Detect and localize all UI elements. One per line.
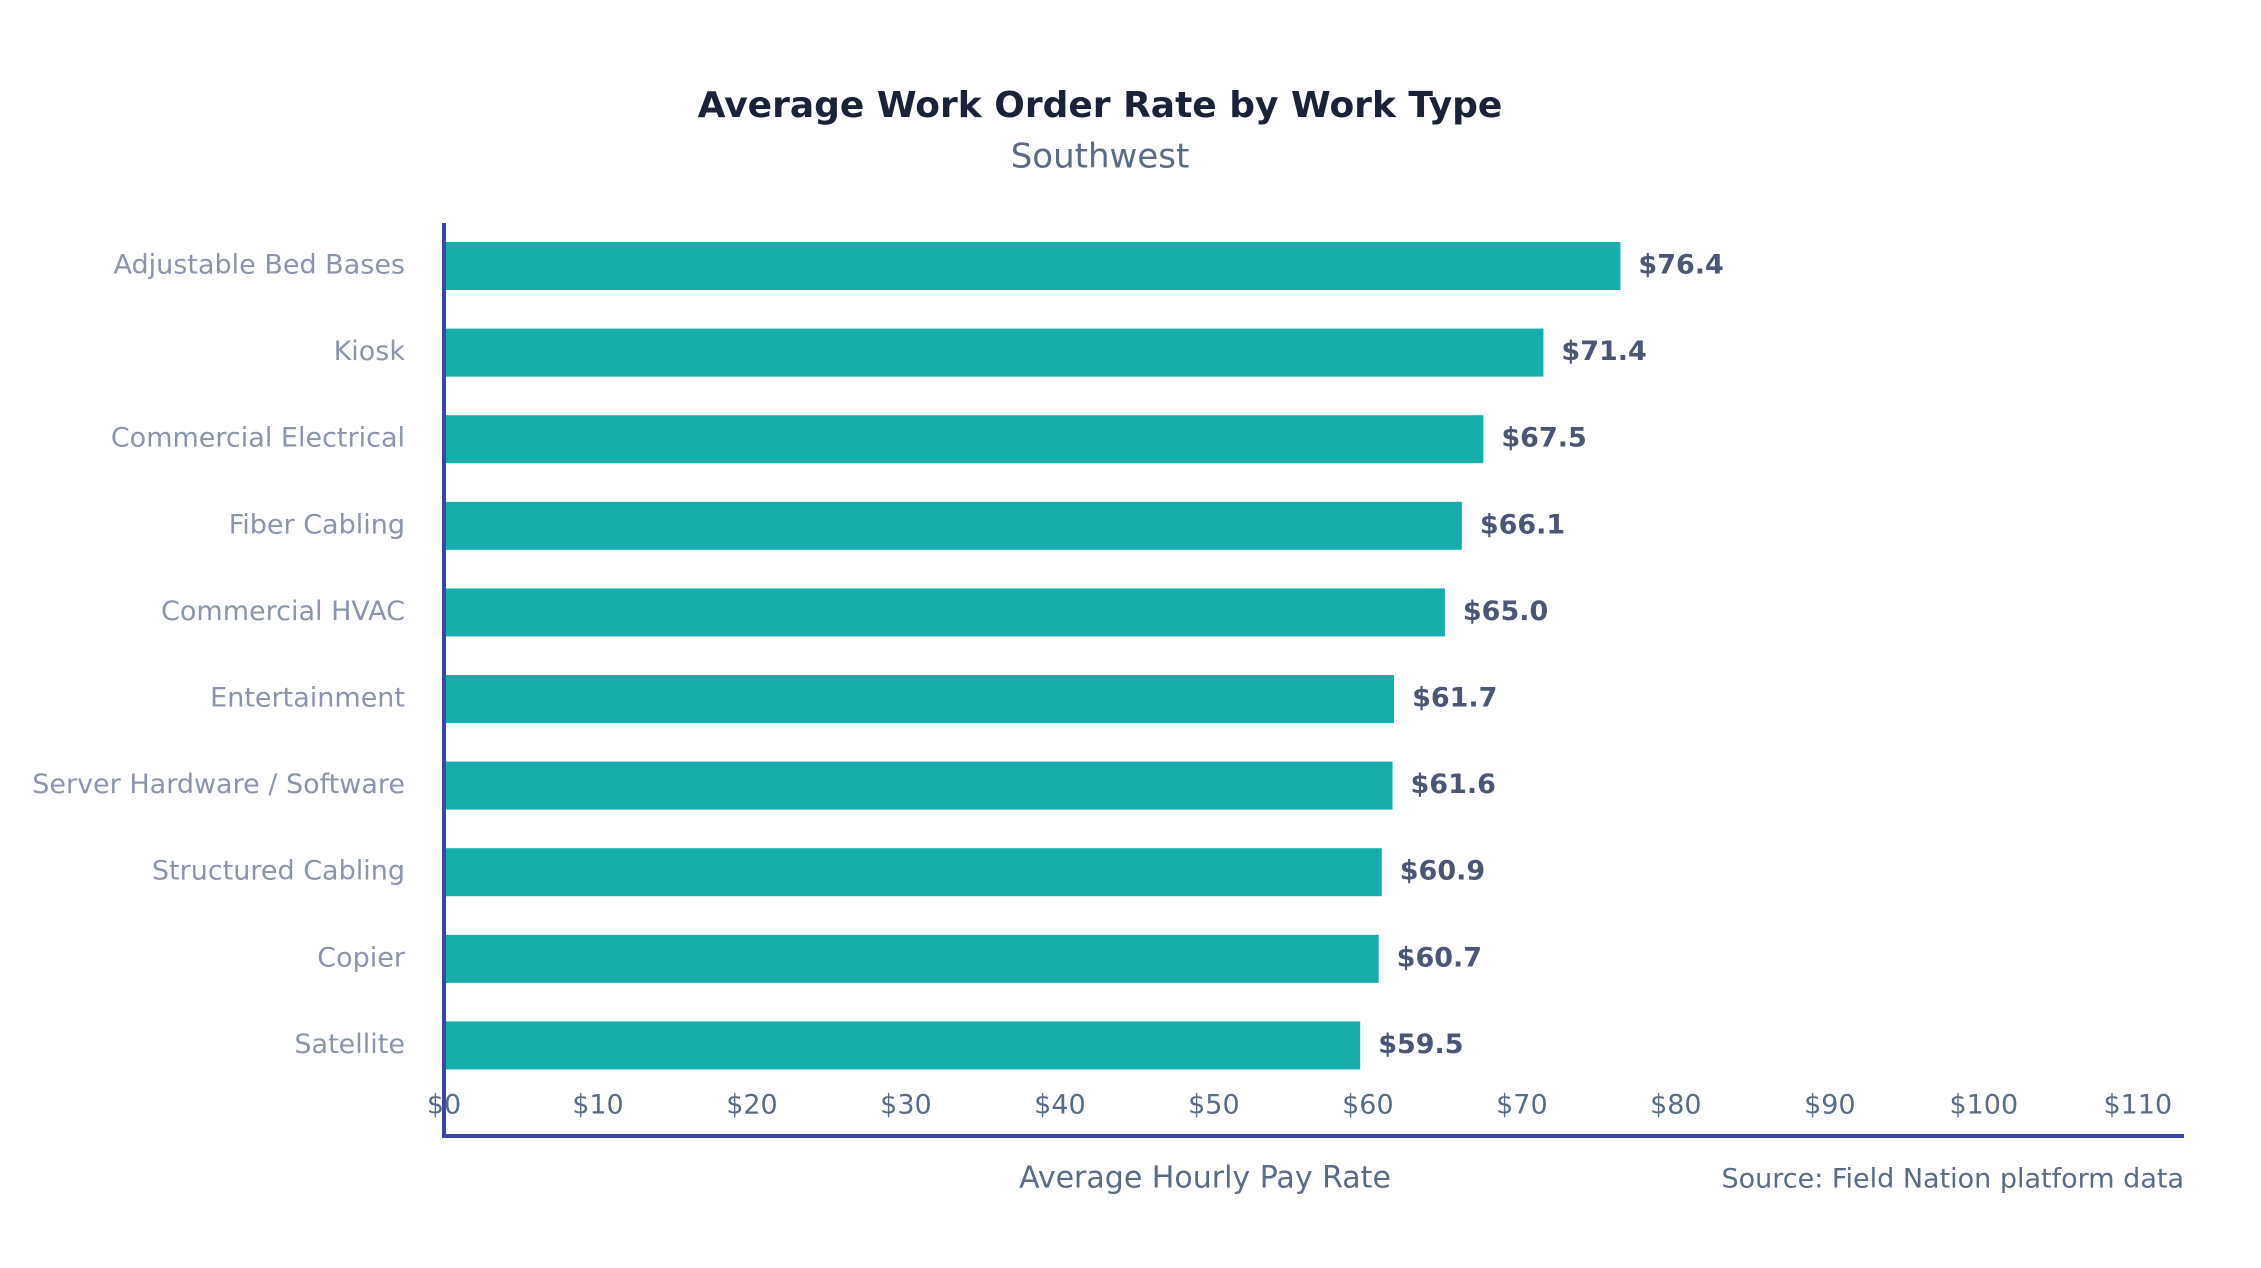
value-label: $71.4 xyxy=(1561,336,1646,367)
x-tick-label: $80 xyxy=(1650,1090,1702,1121)
y-tick-label: Satellite xyxy=(294,1029,405,1060)
x-tick-label: $40 xyxy=(1034,1090,1086,1121)
x-axis-title: Average Hourly Pay Rate xyxy=(1019,1161,1391,1196)
x-tick-label: $20 xyxy=(726,1090,778,1121)
y-tick-label: Commercial Electrical xyxy=(111,423,405,454)
y-tick-label: Kiosk xyxy=(334,336,406,367)
x-tick-label: $60 xyxy=(1342,1090,1394,1121)
y-tick-label: Server Hardware / Software xyxy=(32,769,405,800)
value-label: $65.0 xyxy=(1463,596,1548,627)
bar xyxy=(446,1021,1361,1070)
bar xyxy=(446,328,1544,377)
value-label: $66.1 xyxy=(1480,509,1565,540)
x-tick-label: $50 xyxy=(1188,1090,1240,1121)
y-tick-label: Structured Cabling xyxy=(152,856,405,887)
value-label: $59.5 xyxy=(1378,1029,1463,1060)
chart-title: Average Work Order Rate by Work Type xyxy=(698,85,1503,126)
value-label: $76.4 xyxy=(1638,250,1723,281)
x-tick-label: $70 xyxy=(1496,1090,1548,1121)
x-tick-label: $90 xyxy=(1804,1090,1856,1121)
y-tick-label: Adjustable Bed Bases xyxy=(114,250,405,281)
value-label: $61.7 xyxy=(1412,683,1497,714)
chart-subtitle: Southwest xyxy=(1011,137,1190,177)
bar xyxy=(446,848,1382,897)
value-label: $60.7 xyxy=(1397,942,1482,973)
y-tick-label: Entertainment xyxy=(210,683,405,714)
bar xyxy=(446,934,1379,983)
bar xyxy=(446,588,1445,637)
source-note: Source: Field Nation platform data xyxy=(1722,1164,2184,1195)
x-tick-label: $30 xyxy=(880,1090,932,1121)
value-label: $61.6 xyxy=(1411,769,1496,800)
value-label: $67.5 xyxy=(1501,423,1586,454)
y-tick-label: Copier xyxy=(317,942,406,973)
x-tick-label: $110 xyxy=(2103,1090,2172,1121)
y-tick-label: Fiber Cabling xyxy=(229,509,405,540)
x-tick-label: $10 xyxy=(572,1090,624,1121)
bar xyxy=(446,675,1395,723)
y-tick-label: Commercial HVAC xyxy=(161,596,405,627)
bar xyxy=(446,242,1621,290)
bar xyxy=(446,415,1484,464)
x-tick-label: $0 xyxy=(427,1090,461,1121)
bar xyxy=(446,761,1393,810)
x-tick-label: $100 xyxy=(1949,1090,2018,1121)
bar xyxy=(446,501,1462,550)
value-label: $60.9 xyxy=(1400,856,1485,887)
